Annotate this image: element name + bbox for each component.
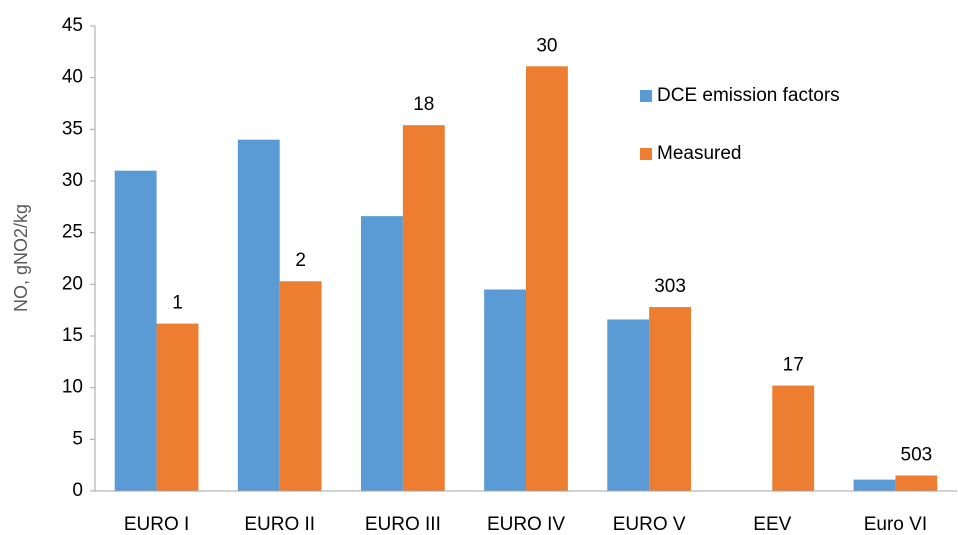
x-tick-label: EURO II: [244, 514, 315, 535]
y-tick-label: 0: [72, 480, 83, 501]
y-tick-label: 25: [62, 222, 83, 243]
annotation: 18: [413, 94, 434, 115]
bar: [853, 479, 896, 491]
annotation: 2: [295, 250, 306, 271]
y-tick-label: 20: [62, 273, 83, 294]
bar: [607, 319, 650, 491]
y-axis-label: NO, gNO2/kg: [11, 204, 31, 312]
bar: [360, 216, 403, 491]
annotation: 30: [536, 35, 557, 56]
bar: [895, 475, 938, 491]
legend-swatch: [640, 148, 652, 160]
y-tick-label: 5: [72, 428, 83, 449]
x-tick-label: EURO IV: [487, 514, 565, 535]
x-tick-label: EURO I: [124, 514, 189, 535]
bar: [484, 289, 526, 491]
legend-label: Measured: [657, 143, 742, 164]
y-tick-label: 35: [62, 118, 83, 139]
bar: [772, 385, 815, 491]
bar: [526, 66, 568, 492]
bar: [237, 139, 280, 491]
y-tick-label: 15: [62, 325, 83, 346]
annotation: 303: [654, 276, 686, 297]
x-tick-label: EURO III: [365, 514, 441, 535]
annotation: 17: [783, 355, 804, 376]
x-tick-label: EEV: [753, 514, 791, 535]
annotation: 1: [172, 293, 183, 314]
y-tick-label: 10: [62, 377, 83, 398]
bar: [279, 281, 322, 491]
bar: [402, 125, 445, 491]
bar: [649, 307, 692, 491]
x-tick-label: Euro VI: [864, 514, 927, 535]
bar: [156, 323, 199, 491]
y-tick-label: 45: [62, 15, 83, 36]
bar: [114, 170, 157, 491]
legend-swatch: [640, 90, 652, 102]
legend-label: DCE emission factors: [657, 85, 840, 106]
x-tick-label: EURO V: [613, 514, 686, 535]
y-tick-label: 30: [62, 170, 83, 191]
y-tick-label: 40: [62, 67, 83, 88]
annotation: 503: [901, 445, 933, 466]
